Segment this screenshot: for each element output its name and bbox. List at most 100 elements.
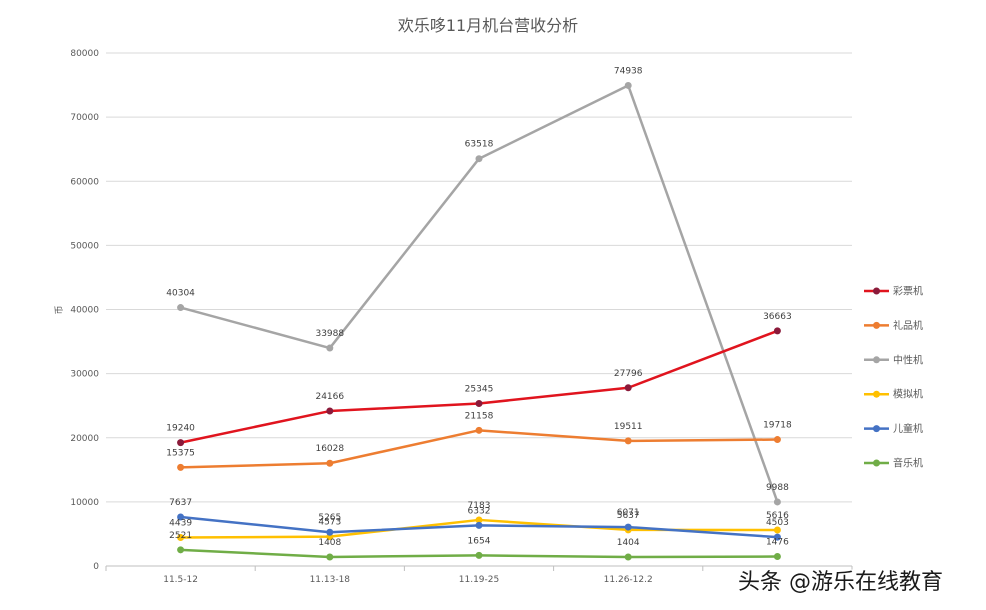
legend-marker-icon [873, 321, 880, 329]
legend-label: 彩票机 [893, 285, 923, 298]
data-label: 19240 [166, 424, 195, 434]
legend-marker-icon [873, 356, 880, 364]
legend-label: 音乐机 [893, 457, 923, 470]
legend-item: 音乐机 [864, 457, 923, 470]
legend-item: 中性机 [864, 353, 923, 366]
data-point-marker [177, 304, 185, 312]
watermark: 头条 @游乐在线教育 [738, 570, 943, 595]
legend-marker-icon [873, 390, 880, 398]
data-point-marker [326, 459, 334, 467]
data-label: 74938 [614, 66, 643, 76]
legend-item: 模拟机 [864, 388, 923, 401]
data-label: 27796 [614, 369, 643, 379]
data-label: 40304 [166, 289, 195, 299]
series-0 [177, 327, 781, 447]
data-point-marker [177, 534, 185, 542]
data-point-marker [326, 553, 334, 561]
data-label: 5265 [318, 513, 341, 523]
data-point-marker [177, 546, 185, 554]
gridlines [106, 52, 852, 503]
y-tick-label: 70000 [70, 113, 99, 123]
data-label: 21158 [465, 411, 494, 421]
x-tick-label: 11.26-12.2 [604, 575, 653, 585]
data-label: 6071 [617, 508, 640, 518]
y-tick-label: 50000 [70, 241, 99, 251]
legend-marker-icon [873, 459, 880, 467]
data-label: 7183 [468, 501, 491, 511]
x-tick-label: 11.5-12 [163, 575, 198, 585]
series-1 [177, 426, 781, 471]
series-lines [177, 81, 781, 561]
legend-marker-icon [873, 425, 880, 433]
y-tick-label: 60000 [70, 177, 99, 187]
data-point-marker [475, 521, 483, 529]
data-point-marker [177, 513, 185, 521]
x-tick-label: 11.19-25 [459, 575, 499, 585]
data-point-marker [326, 407, 334, 415]
data-point-marker [773, 436, 781, 444]
data-point-marker [475, 399, 483, 407]
data-point-marker [475, 155, 483, 163]
data-label: 1654 [468, 536, 491, 546]
data-label: 15375 [166, 448, 195, 458]
y-axis-ticks: 0 10000 20000 30000 40000 50000 60000 70000 8000… [70, 49, 99, 572]
data-point-marker [177, 463, 185, 471]
data-point-marker [475, 516, 483, 524]
y-tick-label: 10000 [70, 498, 99, 508]
x-axis: 11.5-12 11.13-18 11.19-25 11.26-12.2 [105, 565, 853, 585]
data-label: 4573 [318, 518, 341, 528]
data-label: 9988 [766, 483, 789, 493]
data-label: 63518 [465, 140, 494, 150]
legend-label: 儿童机 [893, 422, 923, 435]
legend-label: 礼品机 [893, 319, 923, 332]
data-point-marker [177, 439, 185, 447]
data-label: 6332 [468, 506, 491, 516]
data-point-marker [773, 526, 781, 534]
data-point-marker [624, 523, 632, 531]
series-4 [177, 513, 781, 541]
y-tick-label: 40000 [70, 306, 99, 316]
y-tick-label: 0 [93, 562, 99, 572]
data-label: 1476 [766, 538, 789, 548]
legend-item: 礼品机 [864, 319, 923, 332]
data-point-marker [773, 498, 781, 506]
data-label: 2521 [169, 531, 192, 541]
data-point-marker [773, 553, 781, 561]
data-label: 7637 [169, 498, 192, 508]
series-5 [177, 546, 781, 561]
data-point-marker [326, 528, 334, 536]
data-labels: 40304 33988 63518 74938 9988 15375 16028 21158 1… [166, 66, 792, 548]
legend-item: 彩票机 [864, 285, 923, 298]
series-2 [177, 81, 781, 506]
data-label: 16028 [315, 444, 344, 454]
data-point-marker [326, 344, 334, 352]
data-label: 5616 [766, 511, 789, 521]
data-point-marker [624, 553, 632, 561]
data-label: 4503 [766, 518, 789, 528]
data-label: 19718 [763, 421, 792, 431]
data-label: 25345 [465, 384, 494, 394]
legend-marker-icon [873, 287, 880, 295]
data-label: 4439 [169, 519, 192, 529]
data-point-marker [624, 437, 632, 445]
chart-title: 欢乐哆11月机台营收分析 [398, 16, 578, 35]
data-label: 33988 [315, 329, 344, 339]
data-label: 5637 [617, 511, 640, 521]
legend-label: 中性机 [893, 353, 923, 366]
data-point-marker [773, 327, 781, 335]
data-point-marker [773, 533, 781, 541]
data-label: 1404 [617, 538, 640, 548]
legend-item: 儿童机 [864, 422, 923, 435]
y-tick-label: 20000 [70, 434, 99, 444]
y-axis-label: 币 [54, 305, 65, 314]
data-label: 1408 [318, 538, 341, 548]
y-tick-label: 80000 [70, 49, 99, 59]
x-tick-label: 11.13-18 [310, 575, 351, 585]
data-label: 19511 [614, 422, 643, 432]
data-point-marker [624, 81, 632, 89]
y-tick-label: 30000 [70, 370, 99, 380]
data-point-marker [475, 551, 483, 559]
data-point-marker [624, 384, 632, 392]
